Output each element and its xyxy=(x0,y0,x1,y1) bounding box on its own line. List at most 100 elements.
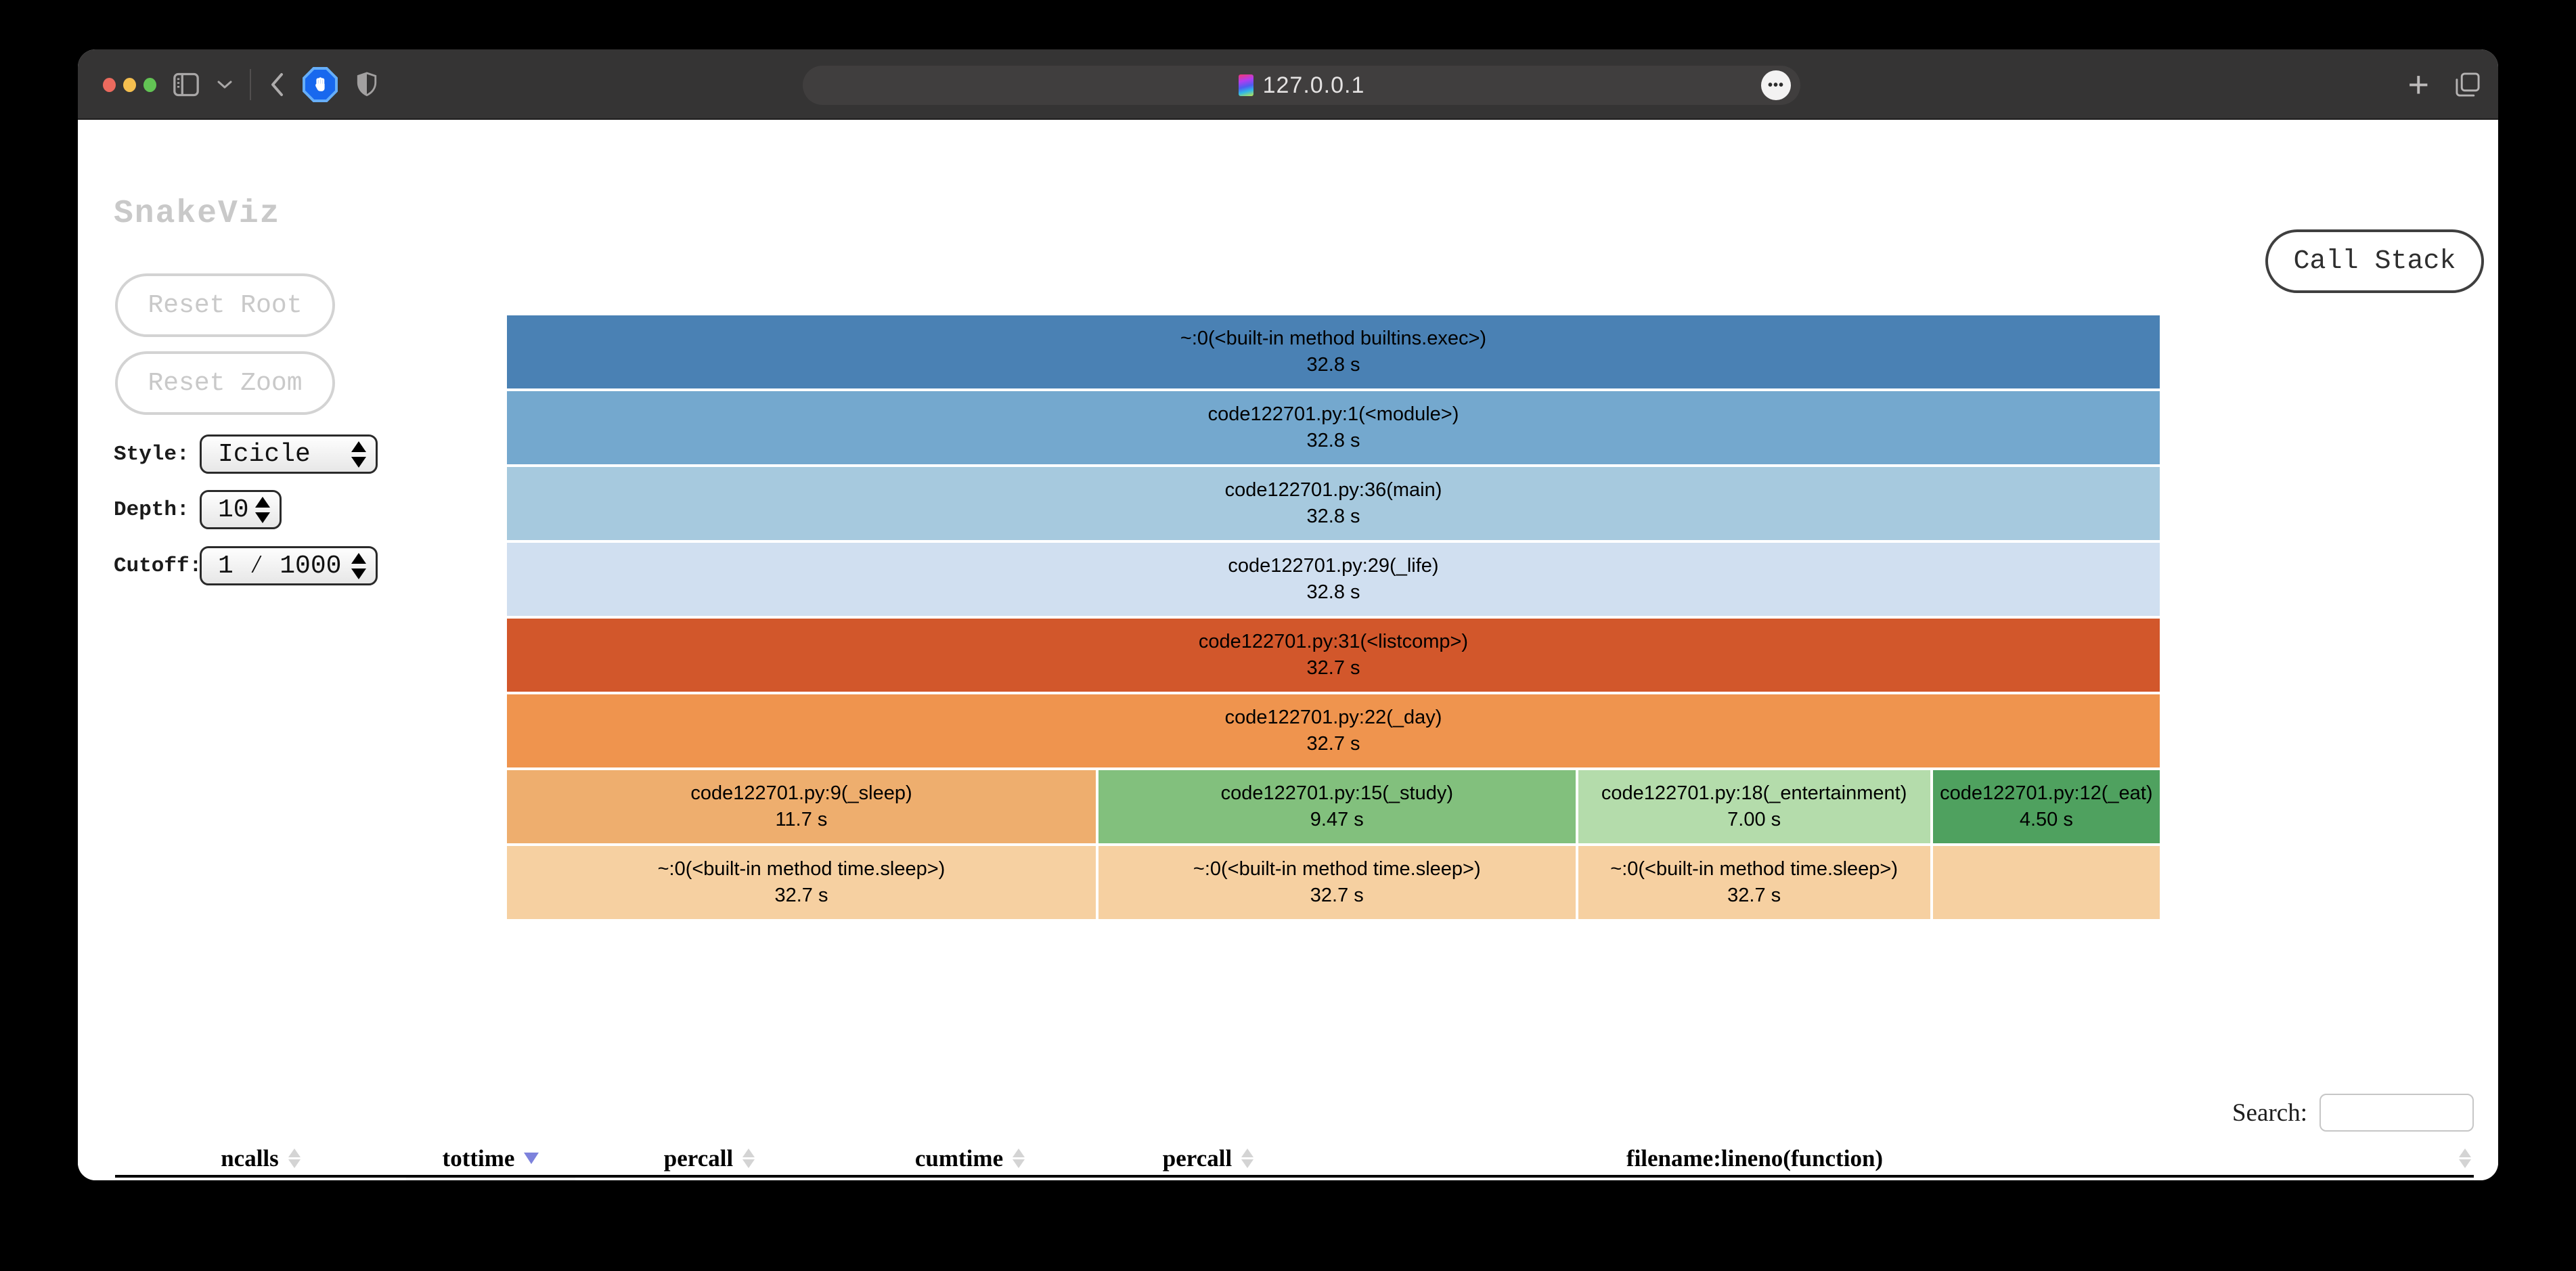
table-cell: 120 xyxy=(115,1178,406,1180)
call-stack-button[interactable]: Call Stack xyxy=(2265,229,2484,293)
column-header-filename-lineno-function-[interactable]: filename:lineno(function) xyxy=(1320,1145,2474,1172)
tab-overview-icon[interactable] xyxy=(2455,72,2481,97)
sort-both-icon xyxy=(288,1149,301,1168)
icicle-block[interactable] xyxy=(1932,846,2160,919)
block-time-label: 32.7 s xyxy=(1306,657,1360,679)
block-time-label: 4.50 s xyxy=(2019,809,2073,830)
icicle-block[interactable]: ~:0(<built-in method time.sleep>) 32.7 s xyxy=(1578,846,1930,919)
icicle-block[interactable]: code122701.py:15(_study) 9.47 s xyxy=(1098,770,1576,843)
sort-both-icon xyxy=(742,1149,755,1168)
icicle-block[interactable]: code122701.py:18(_entertainment) 7.00 s xyxy=(1578,770,1930,843)
icicle-row: ~:0(<built-in method builtins.exec>) 32.8… xyxy=(507,315,2160,388)
site-favicon xyxy=(1238,74,1253,96)
sidebar-chevron-down-icon[interactable] xyxy=(217,80,232,89)
block-function-label: ~:0(<built-in method time.sleep>) xyxy=(1193,858,1481,880)
page-title: SnakeViz xyxy=(114,196,281,232)
block-function-label: code122701.py:15(_study) xyxy=(1220,782,1453,804)
icicle-row: code122701.py:29(_life) 32.8 s xyxy=(507,543,2160,616)
sort-both-icon xyxy=(2459,1149,2471,1168)
shield-icon[interactable] xyxy=(355,71,378,98)
icicle-row: code122701.py:31(<listcomp>) 32.7 s xyxy=(507,619,2160,692)
icicle-block[interactable]: code122701.py:31(<listcomp>) 32.7 s xyxy=(507,619,2160,692)
cutoff-label: Cutoff: xyxy=(114,554,202,578)
icicle-block[interactable]: code122701.py:1(<module>) 32.8 s xyxy=(507,391,2160,464)
block-function-label: code122701.py:18(_entertainment) xyxy=(1601,782,1907,804)
browser-window: 127.0.0.1 ••• + SnakeViz Call Stack Rese… xyxy=(78,49,2498,1180)
block-time-label: 32.7 s xyxy=(1306,733,1360,755)
column-header-label: percall xyxy=(663,1144,734,1172)
column-header-label: ncalls xyxy=(221,1144,279,1172)
cutoff-value: 1 ⁄ 1000 xyxy=(218,551,342,581)
search-label: Search: xyxy=(2232,1098,2307,1127)
block-time-label: 9.47 s xyxy=(1310,809,1364,830)
url-field[interactable]: 127.0.0.1 ••• xyxy=(803,66,1800,105)
close-window-button[interactable] xyxy=(103,77,116,92)
icicle-row: code122701.py:9(_sleep) 11.7 s code122701.… xyxy=(507,770,2160,843)
icicle-block[interactable]: code122701.py:9(_sleep) 11.7 s xyxy=(507,770,1096,843)
depth-value: 10 xyxy=(218,495,249,525)
reset-zoom-button[interactable]: Reset Zoom xyxy=(115,351,335,415)
block-function-label: code122701.py:9(_sleep) xyxy=(690,782,912,804)
block-time-label: 32.7 s xyxy=(774,885,828,906)
new-tab-button[interactable]: + xyxy=(2407,64,2429,105)
style-select[interactable]: Icicle xyxy=(200,434,378,474)
block-function-label: code122701.py:22(_day) xyxy=(1224,707,1442,728)
icicle-block[interactable]: ~:0(<built-in method time.sleep>) 32.7 s xyxy=(507,846,1096,919)
column-header-cumtime[interactable]: cumtime xyxy=(843,1145,1096,1172)
block-time-label: 32.8 s xyxy=(1306,506,1360,527)
select-spinner-icon xyxy=(255,496,270,523)
reset-root-button[interactable]: Reset Root xyxy=(115,273,335,337)
content-blocker-icon[interactable] xyxy=(303,67,338,102)
column-header-label: filename:lineno(function) xyxy=(1626,1144,1884,1172)
table-cell: ~:0(<built-in method time.sleep>) xyxy=(1320,1178,2474,1180)
sort-both-icon xyxy=(1013,1149,1025,1168)
column-header-percall[interactable]: percall xyxy=(575,1145,843,1172)
stats-table-body: 12032.710.272632.710.2726~:0(<built-in m… xyxy=(115,1178,2474,1180)
back-button[interactable] xyxy=(269,72,285,97)
icicle-block[interactable]: ~:0(<built-in method time.sleep>) 32.7 s xyxy=(1098,846,1576,919)
toolbar-divider xyxy=(250,69,251,100)
table-cell: 32.71 xyxy=(406,1178,575,1180)
block-time-label: 32.7 s xyxy=(1310,885,1364,906)
block-function-label: ~:0(<built-in method builtins.exec>) xyxy=(1180,328,1487,349)
sort-both-icon xyxy=(1241,1149,1254,1168)
select-spinner-icon xyxy=(351,441,366,468)
column-header-ncalls[interactable]: ncalls xyxy=(115,1145,406,1172)
icicle-chart: ~:0(<built-in method builtins.exec>) 32.8… xyxy=(507,315,2160,919)
icicle-row: code122701.py:36(main) 32.8 s xyxy=(507,467,2160,540)
column-header-label: cumtime xyxy=(914,1144,1004,1172)
icicle-block[interactable]: code122701.py:29(_life) 32.8 s xyxy=(507,543,2160,616)
icicle-block[interactable]: code122701.py:12(_eat) 4.50 s xyxy=(1932,770,2160,843)
block-function-label: code122701.py:31(<listcomp>) xyxy=(1198,631,1469,652)
block-time-label: 11.7 s xyxy=(775,809,828,830)
depth-label: Depth: xyxy=(114,497,190,522)
window-controls xyxy=(103,49,156,120)
table-cell: 32.71 xyxy=(843,1178,1096,1180)
page-options-icon[interactable]: ••• xyxy=(1761,70,1791,100)
minimize-window-button[interactable] xyxy=(123,77,136,92)
sidebar-toggle-icon[interactable] xyxy=(173,72,200,97)
block-function-label: ~:0(<built-in method time.sleep>) xyxy=(657,858,946,880)
block-time-label: 7.00 s xyxy=(1727,809,1781,830)
icicle-block[interactable]: code122701.py:22(_day) 32.7 s xyxy=(507,694,2160,767)
snakeviz-page: SnakeViz Call Stack Reset Root Reset Zoo… xyxy=(78,120,2498,1180)
icicle-block[interactable]: code122701.py:36(main) 32.8 s xyxy=(507,467,2160,540)
stats-table-header: ncalls tottime percall cumtime percall filena… xyxy=(115,1142,2474,1178)
icicle-block[interactable]: ~:0(<built-in method builtins.exec>) 32.8… xyxy=(507,315,2160,388)
browser-titlebar: 127.0.0.1 ••• + xyxy=(78,49,2498,120)
block-time-label: 32.7 s xyxy=(1727,885,1781,906)
column-header-tottime[interactable]: tottime xyxy=(406,1145,575,1172)
fullscreen-window-button[interactable] xyxy=(143,77,156,92)
cutoff-select[interactable]: 1 ⁄ 1000 xyxy=(200,546,378,585)
search-input[interactable] xyxy=(2319,1094,2474,1132)
block-time-label: 32.8 s xyxy=(1306,430,1360,451)
sort-desc-icon xyxy=(524,1153,539,1164)
column-header-percall[interactable]: percall xyxy=(1096,1145,1320,1172)
style-value: Icicle xyxy=(218,439,311,469)
column-header-label: percall xyxy=(1162,1144,1233,1172)
table-cell: 0.2726 xyxy=(575,1178,843,1180)
style-label: Style: xyxy=(114,442,190,466)
icicle-row: ~:0(<built-in method time.sleep>) 32.7 s ~… xyxy=(507,846,2160,919)
depth-select[interactable]: 10 xyxy=(200,490,282,529)
block-time-label: 32.8 s xyxy=(1306,581,1360,603)
